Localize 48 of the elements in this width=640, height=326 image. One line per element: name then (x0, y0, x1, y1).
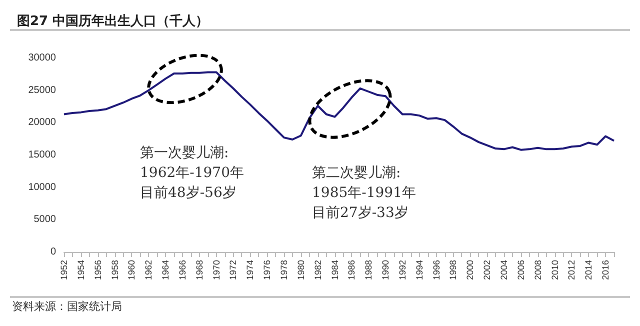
text: 资料来源：国家统计局 (12, 300, 122, 313)
x-tick-label: 1988 (364, 260, 374, 280)
y-tick-label: 10000 (28, 182, 56, 193)
x-tick-label: 1986 (346, 260, 357, 280)
x-tick-label: 1976 (262, 260, 272, 280)
x-tick-label: 1970 (211, 260, 222, 280)
x-tick-label: 1980 (296, 260, 306, 280)
x-tick-label: 1990 (380, 260, 391, 280)
annotation: 第二次婴儿潮: (312, 165, 401, 181)
x-tick-label: 2004 (499, 260, 509, 280)
x-tick-label: 1998 (448, 260, 458, 280)
x-tick-label: 1982 (312, 260, 323, 280)
x-tick-label: 1964 (160, 260, 171, 280)
annotation: 1985年-1991年 (312, 185, 416, 201)
x-tick-label: 1956 (92, 260, 103, 280)
x-tick-label: 2014 (584, 260, 594, 280)
y-tick-label: 15000 (28, 150, 56, 160)
y-tick-label: 5000 (34, 214, 56, 226)
x-tick-label: 2002 (482, 260, 492, 280)
x-tick-label: 1958 (110, 260, 120, 280)
y-tick-label: 25000 (28, 84, 56, 96)
x-tick-label: 1974 (245, 260, 256, 280)
x-tick-label: 2010 (550, 260, 560, 280)
x-tick-label: 1954 (76, 260, 86, 280)
annotation: 目前48岁-56岁 (140, 185, 236, 201)
x-tick-label: 1994 (414, 260, 424, 280)
x-tick-label: 2006 (516, 260, 526, 280)
x-tick-label: 1996 (431, 260, 442, 280)
annotation: 1962年-1970年 (140, 165, 244, 181)
x-tick-label: 1972 (228, 260, 238, 280)
annotation: 第一次婴儿潮: (140, 145, 229, 161)
x-tick-label: 1978 (279, 260, 289, 280)
x-tick-label: 1966 (177, 260, 188, 280)
x-tick-label: 1960 (126, 260, 137, 280)
x-tick-label: 2012 (566, 260, 577, 280)
x-tick-label: 1952 (59, 260, 69, 280)
y-tick-label: 30000 (28, 52, 56, 64)
x-tick-label: 1992 (397, 260, 408, 280)
x-tick-label: 1962 (144, 260, 154, 280)
y-tick-label: 20000 (28, 117, 56, 128)
x-tick-label: 1968 (194, 260, 204, 280)
x-tick-label: 2000 (465, 260, 476, 280)
annotation: 目前27岁-33岁 (312, 205, 408, 221)
x-tick-label: 1984 (330, 260, 340, 280)
x-tick-label: 2016 (600, 260, 611, 280)
y-tick-label: 0 (50, 246, 56, 258)
chart-title: 图27 中国历年出生人口（千人） (17, 13, 209, 29)
x-tick-label: 2008 (532, 260, 543, 280)
